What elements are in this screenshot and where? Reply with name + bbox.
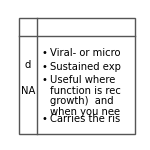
Text: Viral- or micro: Viral- or micro [50,48,121,58]
Text: d: d [25,60,31,70]
Text: •: • [42,114,48,124]
Text: NA: NA [21,85,35,96]
Text: when you nee: when you nee [50,107,120,117]
Text: growth)  and: growth) and [50,96,120,106]
Text: •: • [42,48,48,58]
Text: Carries the ris: Carries the ris [50,114,120,124]
Text: •: • [42,75,48,85]
Text: Sustained exp: Sustained exp [50,62,121,72]
Text: function is rec: function is rec [50,86,121,96]
Text: •: • [42,62,48,72]
Text: Useful where: Useful where [50,75,119,85]
